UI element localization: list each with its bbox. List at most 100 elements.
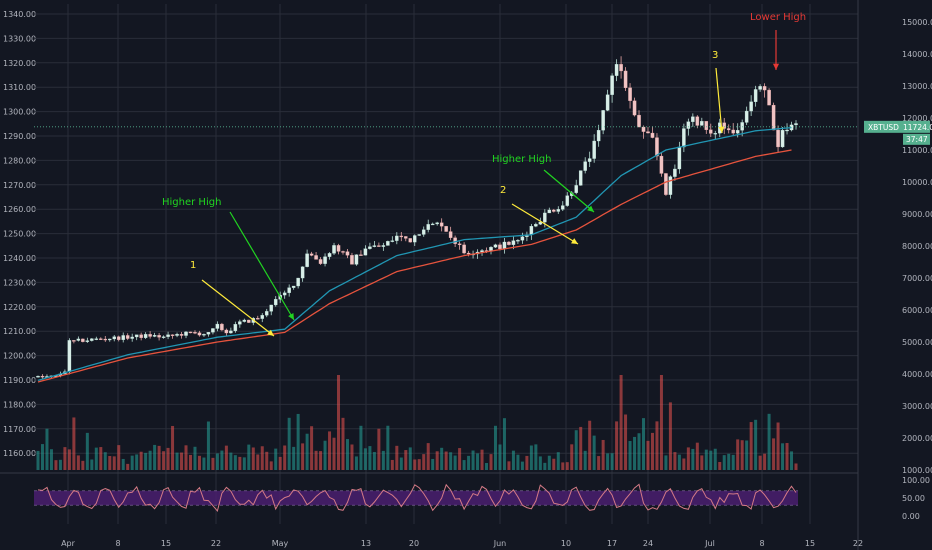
candle: [614, 59, 619, 82]
x-tick-label: 24: [643, 539, 653, 548]
left-tick-label: 1220.00: [3, 303, 36, 312]
annotation-lower-high: Lower High: [750, 12, 806, 23]
volume-bar: [175, 452, 179, 470]
candle-body: [677, 146, 682, 170]
candle: [273, 296, 278, 307]
candle: [623, 67, 628, 91]
volume-bar: [269, 461, 273, 470]
candle-body: [72, 340, 76, 342]
candle-body: [377, 245, 381, 247]
candle-body: [691, 116, 695, 122]
volume-bar: [422, 454, 426, 470]
candle-body: [296, 277, 300, 287]
volume-bar: [256, 454, 260, 470]
arrow-3-head: [718, 126, 725, 133]
candle-body: [587, 158, 592, 162]
candle: [148, 331, 152, 339]
volume-bar: [493, 425, 497, 470]
candle-body: [753, 89, 758, 102]
candle: [395, 232, 399, 245]
volume-bar: [296, 413, 300, 470]
candle-body: [767, 89, 771, 106]
arrow-2-head: [571, 238, 578, 244]
volume-bar: [224, 445, 228, 470]
candle-body: [85, 340, 90, 342]
candle-body: [592, 140, 596, 159]
volume-bar: [283, 445, 287, 470]
volume-bar: [121, 458, 125, 470]
candle-body: [771, 104, 776, 131]
candle: [179, 331, 184, 339]
candle-body: [125, 335, 130, 339]
candle: [309, 251, 314, 257]
candle-body: [332, 245, 336, 254]
volume-bar: [597, 456, 601, 470]
right-tick-label: 5000.00: [902, 338, 932, 347]
volume-bar: [153, 444, 157, 470]
candle-body: [336, 245, 341, 252]
candle-body: [780, 130, 785, 148]
volume-bar: [215, 453, 219, 470]
volume-bar: [108, 456, 112, 470]
volume-bar: [139, 451, 143, 470]
candle: [67, 338, 72, 375]
candle: [780, 126, 785, 148]
volume-bar: [58, 459, 62, 470]
volume-bar: [655, 421, 659, 470]
volume-bar: [449, 452, 453, 470]
left-tick-label: 1210.00: [3, 327, 36, 336]
candle-body: [619, 64, 623, 72]
candle: [350, 252, 354, 265]
volume-bar: [709, 450, 713, 470]
candle: [103, 335, 108, 342]
volume-bar: [81, 460, 85, 470]
volume-bar: [579, 426, 583, 470]
volume-bar: [408, 447, 412, 470]
volume-bar: [740, 440, 744, 470]
volume-bar: [63, 447, 67, 470]
candle: [744, 106, 749, 126]
candle: [444, 225, 448, 232]
candle-body: [287, 287, 291, 293]
countdown-label: 37:47: [906, 135, 928, 144]
candle-body: [713, 133, 718, 135]
volume-bar: [202, 457, 206, 470]
volume-bar: [345, 439, 349, 470]
volume-bar: [588, 420, 592, 470]
candle: [256, 315, 260, 320]
volume-bar: [556, 452, 560, 470]
volume-bar: [117, 445, 121, 470]
candle: [305, 249, 309, 268]
volume-bar: [476, 453, 480, 470]
x-tick-label: 15: [161, 539, 171, 548]
candle: [610, 73, 614, 103]
candle: [534, 222, 538, 228]
candle-body: [695, 116, 700, 126]
volume-bar: [404, 450, 408, 470]
candle: [323, 253, 327, 267]
candle: [108, 338, 112, 342]
volume-bar: [659, 375, 663, 470]
volume-bar: [45, 428, 49, 470]
volume-bar: [341, 417, 345, 470]
candle-body: [40, 375, 45, 378]
volume-bar: [274, 448, 278, 470]
volume-bar: [767, 413, 771, 470]
volume-bar: [677, 454, 681, 470]
candle-body: [206, 332, 211, 335]
candle-body: [273, 299, 278, 306]
candle-body: [309, 253, 314, 256]
volume-bar: [440, 447, 444, 470]
volume-bar: [686, 447, 690, 470]
candle: [85, 337, 90, 343]
rsi-tick-label: 0.00: [902, 512, 920, 521]
volume-bar: [736, 439, 740, 470]
candle: [435, 221, 439, 226]
candle-body: [498, 244, 502, 250]
volume-bar: [682, 458, 686, 470]
candle: [166, 331, 170, 340]
x-tick-label: 20: [409, 539, 419, 548]
candle-body: [229, 330, 233, 334]
candle: [327, 252, 332, 260]
